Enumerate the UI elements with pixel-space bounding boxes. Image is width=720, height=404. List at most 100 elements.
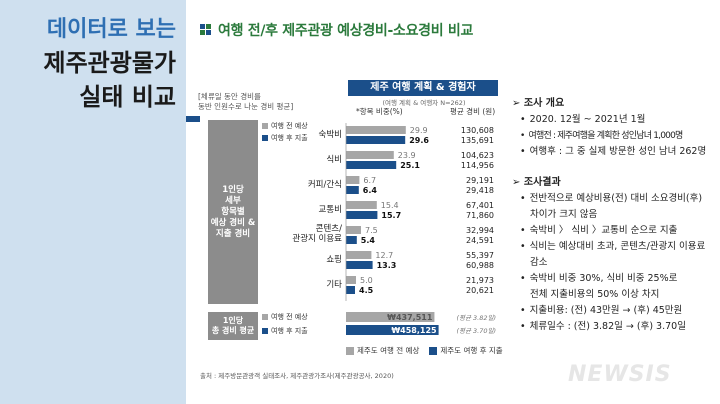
- overview-heading-text: 조사 개요: [523, 98, 565, 109]
- category-label: 커피/간식: [308, 179, 342, 190]
- amount-label: 21,973: [466, 276, 494, 285]
- result-item-text: 체류일수 : (전) 3.82일 → (후) 3.70일: [529, 321, 686, 332]
- amount-label: 60,988: [466, 261, 494, 270]
- square-bullet-icon: [200, 24, 212, 36]
- bottom-legend-before-label: 제주도 여행 전 예상: [357, 346, 420, 355]
- category-label: 관광지 이용료: [292, 233, 342, 244]
- data-label-after: 25.1: [400, 161, 420, 170]
- bottom-legend-before: 제주도 여행 전 예상: [346, 345, 419, 356]
- col-header-ratio: *항목 비중(%): [356, 107, 403, 116]
- group-label-line: 1인당: [222, 184, 244, 195]
- result-item: • 지출비용: (전) 43만원 → (후) 45만원: [520, 305, 683, 316]
- legend-total-swatch-before: [262, 314, 268, 320]
- data-label-after: 5.4: [361, 236, 376, 245]
- group-label-text: 1인당 세부 항목별 예상 경비 & 지출 경비: [211, 185, 256, 240]
- bar-before: [346, 126, 406, 134]
- amount-label: 67,401: [466, 201, 494, 210]
- amount-label: 71,860: [466, 211, 494, 220]
- result-item-text: 식비는 예상대비 초과, 콘텐츠/관광지 이용료: [529, 241, 706, 252]
- days-label: (평균 3.82일): [456, 314, 496, 322]
- result-item-text: 숙박비 비중 30%, 식비 비중 25%로: [529, 273, 678, 284]
- group-label-line: 세부: [225, 195, 241, 206]
- findings-panel: ➢ 조사 개요 • 2020. 12월 ~ 2021년 1월 • 여행전 : 제주여…: [512, 94, 717, 336]
- bottom-swatch-after: [429, 347, 438, 355]
- overview-item: • 2020. 12월 ~ 2021년 1월: [520, 114, 646, 125]
- days-label: (평균 3.70일): [456, 327, 496, 335]
- section-header: 여행 전/후 제주관광 예상경비-소요경비 비교: [200, 20, 473, 40]
- result-item: • 숙박비 〉 식비 〉교통비 순으로 지출: [520, 225, 678, 236]
- data-label-before: 29.9: [410, 126, 428, 135]
- result-item-cont: 전체 지출비용의 50% 이상 차지: [530, 289, 660, 300]
- total-value-label: ₩437,511: [387, 313, 433, 322]
- bar-before: [346, 176, 360, 184]
- data-label-before: 23.9: [398, 151, 416, 160]
- result-item-cont: 차이가 크지 않음: [530, 209, 598, 220]
- row-note-line-2: 동반 인원수로 나눈 경비 평균]: [198, 102, 294, 111]
- data-label-before: 7.5: [365, 226, 378, 235]
- result-item-text: 전반적으로 예상비용(전) 대비 소요경비(후): [529, 193, 703, 204]
- amount-label: 104,623: [461, 151, 494, 160]
- total-label-line: 1인당: [222, 316, 244, 325]
- result-item-text: 지출비용: (전) 43만원 → (후) 45만원: [529, 305, 683, 316]
- bar-after: [346, 136, 406, 144]
- chart-title: 제주 여행 계획 & 경험자: [348, 80, 498, 96]
- result-item: • 전반적으로 예상비용(전) 대비 소요경비(후): [520, 193, 703, 204]
- data-label-after: 15.7: [381, 211, 401, 220]
- bar-before: [346, 226, 361, 234]
- page-title: 데이터로 보는 제주관광물가 실태 비교: [44, 14, 176, 114]
- total-label: 1인당 총 경비 평균: [208, 312, 258, 340]
- amount-label: 32,994: [466, 226, 494, 235]
- amount-label: 135,691: [461, 136, 494, 145]
- watermark-logo: NEWSIS: [568, 362, 672, 387]
- overview-item-text: 여행후 : 그 중 실제 방문한 성인 남녀 262명: [529, 146, 707, 157]
- amount-label: 29,191: [466, 176, 494, 185]
- data-label-before: 15.4: [381, 201, 399, 210]
- result-item: • 체류일수 : (전) 3.82일 → (후) 3.70일: [520, 321, 686, 332]
- amount-label: 29,418: [466, 186, 494, 195]
- legend-swatch-before: [262, 123, 268, 129]
- legend-after-item: 여행 후 지출: [262, 133, 308, 143]
- bar-before: [346, 276, 356, 284]
- legend-total-after-item: 여행 후 지출: [262, 326, 308, 336]
- group-label: 1인당 세부 항목별 예상 경비 & 지출 경비: [208, 120, 258, 304]
- legend-before-label: 여행 전 예상: [271, 122, 308, 130]
- amount-label: 130,608: [461, 126, 494, 135]
- data-label-after: 4.5: [359, 286, 374, 295]
- data-label-before: 5.0: [360, 276, 373, 285]
- group-label-line: 지출 경비: [215, 228, 251, 239]
- overview-item: • 여행후 : 그 중 실제 방문한 성인 남녀 262명: [520, 146, 707, 157]
- overview-item-text: 2020. 12월 ~ 2021년 1월: [529, 114, 646, 125]
- title-line-3: 실태 비교: [79, 83, 176, 111]
- data-label-before: 12.7: [375, 251, 393, 260]
- legend-total-before-item: 여행 전 예상: [262, 312, 308, 322]
- result-item: • 숙박비 비중 30%, 식비 비중 25%로: [520, 273, 678, 284]
- amount-label: 24,591: [466, 236, 494, 245]
- bottom-legend-after: 제주도 여행 후 지출: [429, 345, 503, 356]
- row-note-line-1: [체류일 동안 경비를: [198, 92, 261, 101]
- legend-before-item: 여행 전 예상: [262, 121, 308, 131]
- section-title: 여행 전/후 제주관광 예상경비-소요경비 비교: [218, 23, 474, 39]
- legend-total-after-label: 여행 후 지출: [271, 327, 308, 335]
- group-label-line: 예상 경비 &: [210, 217, 256, 228]
- bar-after: [346, 161, 397, 169]
- bar-after: [346, 261, 373, 269]
- total-bar-after: [346, 325, 439, 335]
- result-item: • 식비는 예상대비 초과, 콘텐츠/관광지 이용료: [520, 241, 706, 252]
- total-value-label: ₩458,125: [391, 326, 437, 335]
- data-label-after: 13.3: [377, 261, 397, 270]
- group-label-line: 항목별: [221, 206, 245, 217]
- title-line-2: 제주관광물가: [43, 49, 176, 77]
- bar-before: [346, 151, 394, 159]
- legend-total: 여행 전 예상 여행 후 지출: [262, 312, 308, 336]
- total-bar-before: [346, 312, 435, 322]
- title-panel: 데이터로 보는 제주관광물가 실태 비교: [0, 0, 186, 404]
- section-overview-heading: ➢ 조사 개요: [512, 98, 565, 109]
- data-label-before: 6.7: [363, 176, 376, 185]
- legend-swatch-after: [262, 135, 268, 141]
- accent-bar: [186, 116, 200, 122]
- category-label: 식비: [326, 155, 342, 165]
- chart-subtitle: (여행 계획 & 여행자 N=262): [382, 99, 466, 107]
- bar-after: [346, 286, 355, 294]
- result-item-cont: 감소: [530, 257, 548, 268]
